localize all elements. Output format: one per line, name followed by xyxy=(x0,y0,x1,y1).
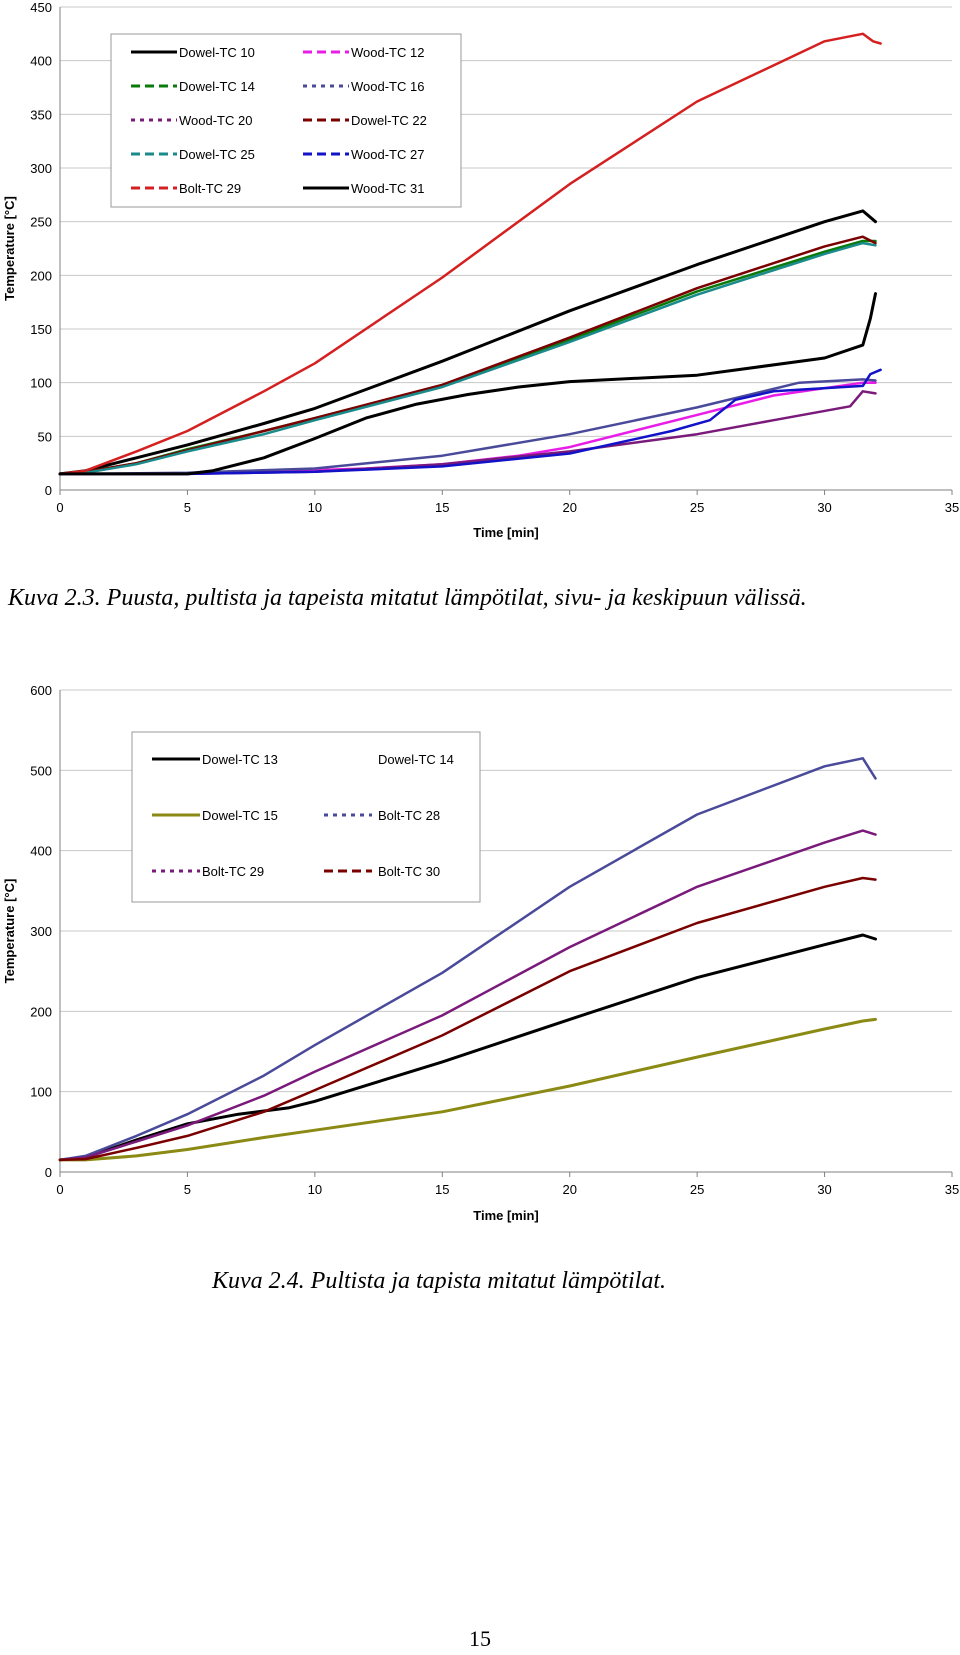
y-tick-label: 400 xyxy=(30,844,52,859)
chart-1: 0 50 100 150 200 250 300 350 400 450 0 5 10 15 20 25 30 3… xyxy=(2,0,959,540)
legend-label: Wood-TC 31 xyxy=(351,181,424,196)
legend-label: Dowel-TC 14 xyxy=(179,79,255,94)
y-axis-label: Temperature [°C] xyxy=(2,879,17,984)
figure-caption-1: Kuva 2.3. Puusta, pultista ja tapeista m… xyxy=(8,585,807,611)
legend-label: Dowel-TC 10 xyxy=(179,45,255,60)
legend-label: Bolt-TC 28 xyxy=(378,808,440,823)
y-tick-label: 200 xyxy=(30,1004,52,1019)
y-tick-label: 350 xyxy=(30,107,52,122)
y-tick-label: 450 xyxy=(30,0,52,15)
legend-label: Bolt-TC 29 xyxy=(179,181,241,196)
x-axis-label: Time [min] xyxy=(473,1208,539,1223)
page-number: 15 xyxy=(469,1626,491,1651)
legend-label: Dowel-TC 14 xyxy=(378,752,454,767)
y-tick-label: 500 xyxy=(30,763,52,778)
y-tick-label: 200 xyxy=(30,268,52,283)
y-axis-label: Temperature [°C] xyxy=(2,196,17,301)
x-tick-label: 10 xyxy=(308,500,322,515)
x-tick-label: 35 xyxy=(945,1182,959,1197)
series-line xyxy=(58,1017,877,1162)
legend-label: Dowel-TC 15 xyxy=(202,808,278,823)
x-tick-label: 20 xyxy=(562,1182,576,1197)
x-axis-label: Time [min] xyxy=(473,525,539,540)
series-line xyxy=(58,933,877,1162)
y-tick-label: 100 xyxy=(30,376,52,391)
chart-2: 0 100 200 300 400 500 600 0 5 10 15 20 25 30 35 Time [m… xyxy=(2,683,959,1223)
series-line xyxy=(58,209,877,476)
x-tick-label: 5 xyxy=(184,1182,191,1197)
legend-label: Wood-TC 20 xyxy=(179,113,252,128)
x-tick-label: 30 xyxy=(817,500,831,515)
series-line xyxy=(58,32,882,476)
y-tick-label: 100 xyxy=(30,1085,52,1100)
legend-label: Dowel-TC 22 xyxy=(351,113,427,128)
series-line xyxy=(58,368,882,476)
series-line xyxy=(58,235,877,476)
x-tick-label: 15 xyxy=(435,500,449,515)
legend-label: Dowel-TC 25 xyxy=(179,147,255,162)
y-tick-label: 0 xyxy=(45,1165,52,1180)
legend-label: Wood-TC 16 xyxy=(351,79,424,94)
legend-label: Wood-TC 12 xyxy=(351,45,424,60)
y-tick-label: 300 xyxy=(30,161,52,176)
x-tick-label: 25 xyxy=(690,1182,704,1197)
y-tick-label: 150 xyxy=(30,322,52,337)
series-line xyxy=(58,876,877,1162)
x-tick-label: 25 xyxy=(690,500,704,515)
x-tick-label: 15 xyxy=(435,1182,449,1197)
y-tick-label: 50 xyxy=(38,429,52,444)
y-tick-label: 250 xyxy=(30,215,52,230)
x-tick-label: 0 xyxy=(56,500,63,515)
series-line xyxy=(58,829,877,1162)
x-tick-label: 0 xyxy=(56,1182,63,1197)
legend-label: Dowel-TC 13 xyxy=(202,752,278,767)
y-tick-label: 0 xyxy=(45,483,52,498)
series-line xyxy=(58,292,877,476)
series-line xyxy=(58,378,877,476)
series-line xyxy=(58,757,877,1162)
legend-label: Wood-TC 27 xyxy=(351,147,424,162)
y-tick-label: 300 xyxy=(30,924,52,939)
x-tick-label: 10 xyxy=(308,1182,322,1197)
legend-label: Bolt-TC 29 xyxy=(202,864,264,879)
x-tick-label: 5 xyxy=(184,500,191,515)
x-tick-label: 20 xyxy=(562,500,576,515)
y-tick-label: 600 xyxy=(30,683,52,698)
legend-label: Bolt-TC 30 xyxy=(378,864,440,879)
x-tick-label: 30 xyxy=(817,1182,831,1197)
x-tick-label: 35 xyxy=(945,500,959,515)
series-line xyxy=(58,241,877,476)
figure-caption-2: Kuva 2.4. Pultista ja tapista mitatut lä… xyxy=(212,1268,667,1294)
y-tick-label: 400 xyxy=(30,54,52,69)
